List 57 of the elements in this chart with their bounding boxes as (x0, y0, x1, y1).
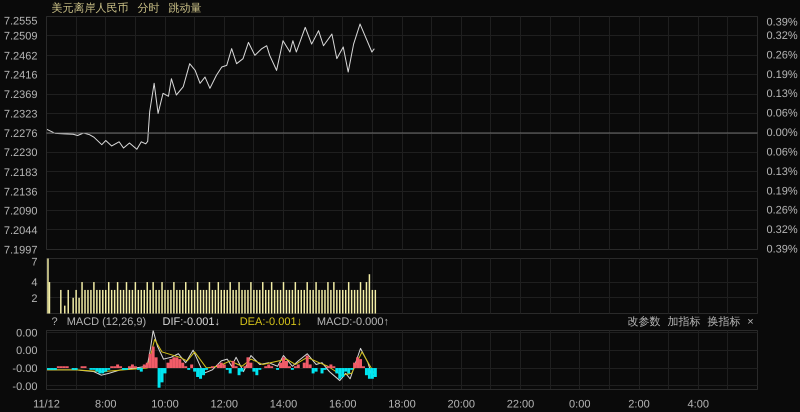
text: MACD:-0.000↑ (316, 316, 390, 328)
x-tick-label: 20:00 (447, 398, 476, 410)
text: 换指标 (707, 316, 740, 328)
y2-tick-label: 0.26% (766, 204, 798, 217)
y2-tick-label: 0.06% (766, 146, 798, 158)
y-tick-label: 7.2090 (4, 206, 38, 218)
y-tick-label: 7.2416 (4, 70, 38, 82)
x-tick-label: 11/12 (33, 398, 60, 410)
y-tick-label: 7.2323 (4, 108, 38, 120)
x-tick-label: 2:00 (628, 398, 650, 410)
y2-tick-label: 0.26% (766, 49, 798, 62)
y-tick-label: 0.00 (16, 345, 38, 358)
x-tick-label: 0:00 (569, 398, 590, 410)
y2-tick-label: 0.19% (766, 185, 798, 198)
y2-tick-label: 0.00% (766, 127, 798, 139)
y-tick-label: 7.2183 (4, 166, 38, 179)
x-tick-label: 14:00 (270, 398, 298, 410)
text: 加指标 (667, 315, 700, 328)
x-tick-label: 22:00 (506, 398, 534, 410)
series-label: DIF:-0.001↓ (162, 316, 220, 328)
y-tick-label: 7.2230 (4, 147, 38, 160)
y-tick-label: 2 (31, 292, 38, 305)
y-tick-label: 7.2136 (4, 186, 38, 198)
y-tick-label: -0.00 (12, 380, 38, 393)
y-tick-label: 0.00 (16, 328, 38, 340)
y2-tick-label: 0.06% (766, 108, 798, 120)
y-tick-label: 4 (31, 277, 38, 290)
y2-tick-label: 0.13% (766, 166, 798, 178)
y2-tick-label: 0.13% (766, 88, 798, 100)
y-tick-label: -0.00 (12, 363, 38, 376)
y2-tick-label: 0.32% (766, 224, 798, 236)
text: × (747, 316, 754, 328)
y-tick-label: 7 (31, 256, 38, 268)
x-tick-label: 10:00 (151, 398, 179, 410)
y-tick-label: 7.2509 (4, 30, 38, 43)
text: 改参数 (627, 315, 660, 328)
text: 跳动量 (168, 2, 202, 14)
y2-tick-label: 0.39% (766, 16, 798, 28)
text: ? (52, 316, 58, 328)
x-tick-label: 4:00 (688, 398, 709, 410)
text: MACD (12,26,9) (66, 316, 146, 328)
y-tick-label: 7.2462 (4, 50, 38, 62)
y-tick-label: 7.2369 (4, 89, 38, 102)
x-tick-label: 16:00 (328, 398, 357, 410)
y-tick-label: 7.2044 (4, 224, 38, 237)
y2-tick-label: 0.19% (766, 68, 798, 81)
x-tick-label: 8:00 (95, 398, 116, 410)
y2-tick-label: 0.32% (766, 30, 798, 42)
text: 分时 (138, 2, 160, 14)
text: DEA:-0.001↓ (240, 316, 302, 328)
y2-tick-label: 0.39% (766, 244, 798, 256)
chart-title: 美元离岸人民币 (52, 2, 128, 14)
x-tick-label: 18:00 (388, 398, 416, 410)
y-tick-label: 7.2276 (4, 128, 38, 140)
y-tick-label: 7.2555 (4, 16, 38, 28)
y-tick-label: 7.1997 (4, 244, 38, 256)
x-tick-label: 12:00 (210, 398, 238, 410)
